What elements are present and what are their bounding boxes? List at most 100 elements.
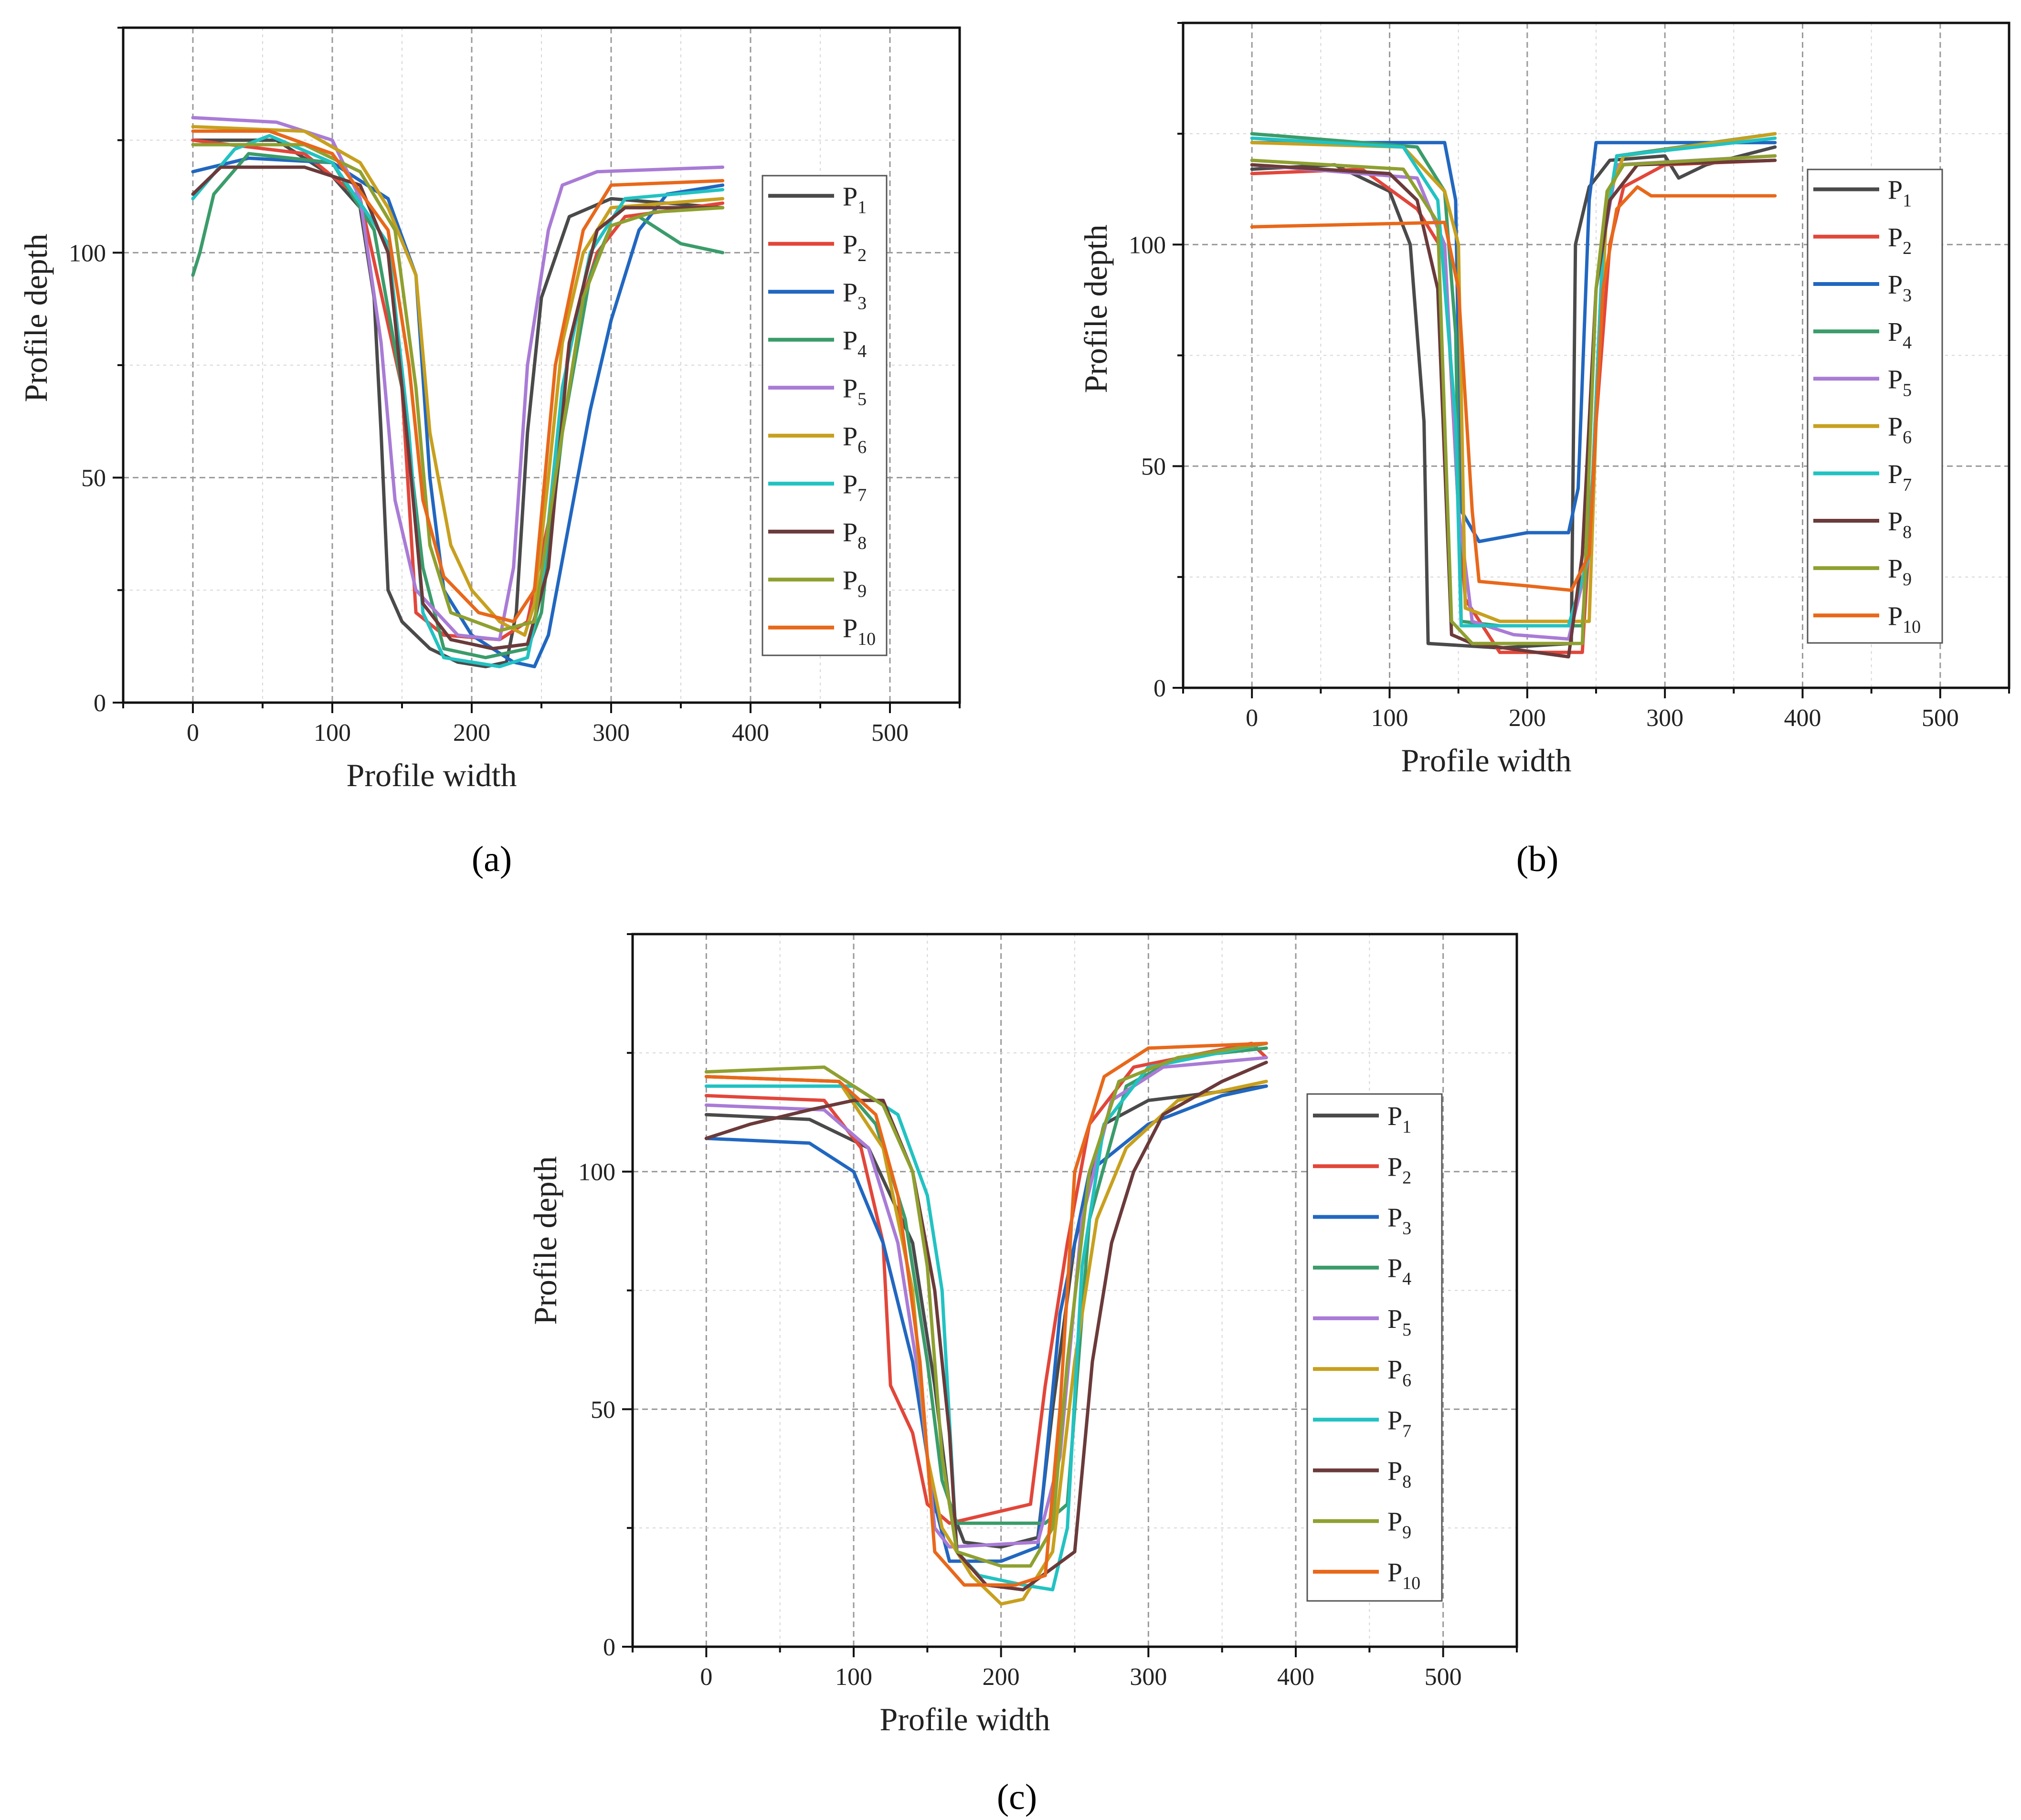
chart-panel-a: 0 100 200 300 400 500 0 50 100 Profile width Profi…: [18, 26, 961, 793]
legend-label-p8: P8: [1888, 507, 1912, 542]
series-line-p8: [1250, 158, 1777, 659]
legend-label-p9: P9: [1888, 554, 1912, 589]
y-tick-label: 0: [603, 1634, 615, 1661]
x-tick-label: 100: [835, 1663, 872, 1691]
y-tick-label: 50: [81, 465, 106, 492]
series-line-p10: [191, 129, 725, 623]
legend-label-p4: P4: [1387, 1254, 1411, 1289]
y-axis-title: Profile depth: [1078, 224, 1114, 393]
legend-label-p8: P8: [843, 518, 867, 553]
series-line-p6: [1250, 132, 1777, 623]
chart-panel-c: 0 100 200 300 400 500 0 50 100 Profile width Profi…: [527, 933, 1518, 1737]
x-tick-label: 300: [1130, 1663, 1167, 1691]
series-line-p10: [1250, 185, 1777, 592]
x-axis-title: Profile width: [347, 757, 517, 793]
panel-label-c: (c): [997, 1777, 1037, 1817]
y-axis-title: Profile depth: [527, 1156, 563, 1325]
x-tick-label: 100: [1371, 705, 1408, 732]
legend-label-p2: P2: [843, 230, 867, 265]
legend-label-p1: P1: [1387, 1102, 1411, 1137]
x-tick-label: 200: [453, 719, 490, 747]
x-tick-label: 0: [187, 719, 199, 747]
y-tick-label: 100: [1129, 231, 1166, 259]
x-tick-label: 400: [732, 719, 769, 747]
legend-label-p6: P6: [1387, 1355, 1411, 1390]
chart-panel-b: 0 100 200 300 400 500 0 50 100 Profile width Profi…: [1078, 21, 2010, 778]
series-line-p6: [191, 125, 725, 637]
legend-label-p6: P6: [1888, 412, 1912, 448]
series-line-p7: [1250, 137, 1777, 628]
legend-box: [1807, 168, 1943, 644]
y-tick-label: 50: [1141, 453, 1166, 481]
legend-box: [762, 175, 888, 656]
series-line-p7: [704, 1042, 1268, 1592]
legend-label-p2: P2: [1888, 223, 1912, 258]
series-line-p8: [191, 165, 725, 651]
legend: P1 P2 P3 P4 P5 P6 P7 P8 P9 P10: [762, 175, 888, 656]
legend: P1 P2 P3 P4 P5 P6 P7 P8 P9 P10: [1807, 168, 1943, 644]
legend-label-p7: P7: [1888, 460, 1912, 495]
y-tick-label: 50: [591, 1396, 615, 1423]
series-line-p5: [704, 1056, 1268, 1549]
series-line-p3: [704, 1084, 1268, 1563]
legend-label-p10: P10: [1888, 601, 1921, 637]
series-line-p4: [191, 152, 725, 660]
x-tick-label: 400: [1784, 705, 1821, 732]
series-line-p2: [1250, 158, 1777, 654]
legend-label-p2: P2: [1387, 1152, 1411, 1188]
series-line-p9: [704, 1042, 1268, 1568]
series-line-p6: [704, 1075, 1268, 1606]
y-tick-label: 0: [1153, 675, 1166, 702]
legend-label-p4: P4: [1888, 317, 1912, 353]
series-line-p10: [704, 1042, 1268, 1587]
legend-label-p9: P9: [1387, 1507, 1411, 1543]
x-tick-label: 0: [700, 1663, 712, 1691]
x-tick-label: 500: [1922, 705, 1959, 732]
legend-label-p7: P7: [1387, 1406, 1411, 1441]
panel-label-b: (b): [1516, 839, 1559, 879]
legend-label-p5: P5: [843, 374, 867, 409]
series-line-p1: [1250, 145, 1777, 650]
y-tick-label: 100: [578, 1159, 615, 1186]
legend-label-p8: P8: [1387, 1457, 1411, 1492]
legend-label-p3: P3: [1387, 1203, 1411, 1239]
series-line-p3: [1250, 141, 1777, 543]
legend-label-p5: P5: [1888, 365, 1912, 400]
x-tick-label: 0: [1246, 705, 1258, 732]
series-line-p5: [1250, 154, 1777, 641]
legend-label-p7: P7: [843, 470, 867, 505]
x-tick-label: 100: [314, 719, 351, 747]
series-line-p4: [1250, 132, 1777, 628]
y-tick-label: 100: [69, 240, 106, 267]
panel-label-a: (a): [472, 839, 512, 879]
legend-label-p1: P1: [843, 182, 867, 217]
x-tick-label: 400: [1277, 1663, 1314, 1691]
x-axis-title: Profile width: [1401, 742, 1572, 778]
y-tick-label: 0: [94, 690, 106, 717]
x-tick-label: 300: [1646, 705, 1683, 732]
series-line-p9: [191, 143, 725, 632]
x-axis-title: Profile width: [880, 1701, 1050, 1737]
legend-label-p10: P10: [1387, 1558, 1420, 1593]
series-line-p8: [704, 1061, 1268, 1592]
legend-label-p9: P9: [843, 566, 867, 601]
legend-label-p3: P3: [843, 278, 867, 313]
series-line-p5: [191, 116, 725, 642]
y-axis-title: Profile depth: [18, 233, 54, 402]
legend-box: [1306, 1093, 1443, 1602]
legend-label-p5: P5: [1387, 1305, 1411, 1340]
series-line-p9: [1250, 154, 1777, 645]
legend-label-p6: P6: [843, 422, 867, 457]
x-tick-label: 300: [593, 719, 630, 747]
x-tick-label: 200: [983, 1663, 1020, 1691]
x-tick-label: 200: [1509, 705, 1546, 732]
series-line-p1: [704, 1084, 1268, 1549]
legend: P1 P2 P3 P4 P5 P6 P7 P8 P9 P10: [1306, 1093, 1443, 1602]
legend-label-p1: P1: [1888, 176, 1912, 211]
legend-label-p4: P4: [843, 326, 867, 361]
x-tick-label: 500: [871, 719, 909, 747]
legend-label-p3: P3: [1888, 270, 1912, 305]
x-tick-label: 500: [1425, 1663, 1462, 1691]
legend-label-p10: P10: [843, 614, 876, 649]
